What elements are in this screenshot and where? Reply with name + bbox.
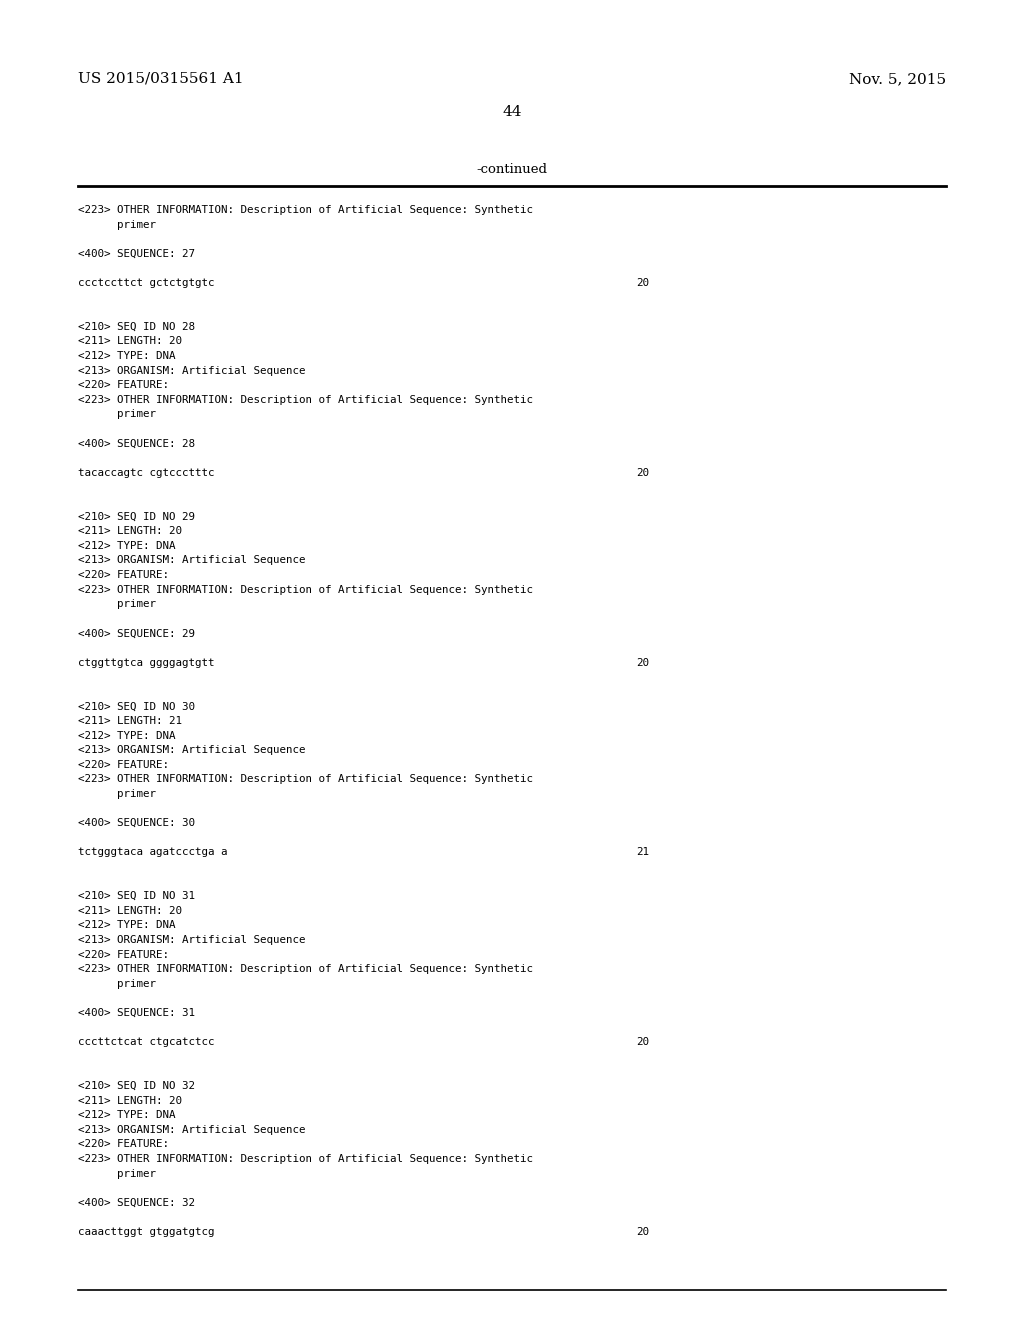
Text: tctgggtaca agatccctga a: tctgggtaca agatccctga a bbox=[78, 847, 227, 858]
Text: US 2015/0315561 A1: US 2015/0315561 A1 bbox=[78, 73, 244, 86]
Text: <211> LENGTH: 20: <211> LENGTH: 20 bbox=[78, 527, 182, 536]
Text: 20: 20 bbox=[636, 467, 649, 478]
Text: <220> FEATURE:: <220> FEATURE: bbox=[78, 380, 169, 391]
Text: <213> ORGANISM: Artificial Sequence: <213> ORGANISM: Artificial Sequence bbox=[78, 935, 305, 945]
Text: <400> SEQUENCE: 31: <400> SEQUENCE: 31 bbox=[78, 1008, 195, 1018]
Text: <400> SEQUENCE: 32: <400> SEQUENCE: 32 bbox=[78, 1197, 195, 1208]
Text: primer: primer bbox=[78, 979, 156, 989]
Text: <210> SEQ ID NO 30: <210> SEQ ID NO 30 bbox=[78, 701, 195, 711]
Text: <212> TYPE: DNA: <212> TYPE: DNA bbox=[78, 541, 175, 550]
Text: 21: 21 bbox=[636, 847, 649, 858]
Text: <223> OTHER INFORMATION: Description of Artificial Sequence: Synthetic: <223> OTHER INFORMATION: Description of … bbox=[78, 775, 534, 784]
Text: <210> SEQ ID NO 32: <210> SEQ ID NO 32 bbox=[78, 1081, 195, 1092]
Text: caaacttggt gtggatgtcg: caaacttggt gtggatgtcg bbox=[78, 1228, 214, 1237]
Text: <223> OTHER INFORMATION: Description of Artificial Sequence: Synthetic: <223> OTHER INFORMATION: Description of … bbox=[78, 964, 534, 974]
Text: <223> OTHER INFORMATION: Description of Artificial Sequence: Synthetic: <223> OTHER INFORMATION: Description of … bbox=[78, 1154, 534, 1164]
Text: <223> OTHER INFORMATION: Description of Artificial Sequence: Synthetic: <223> OTHER INFORMATION: Description of … bbox=[78, 205, 534, 215]
Text: -continued: -continued bbox=[476, 162, 548, 176]
Text: <213> ORGANISM: Artificial Sequence: <213> ORGANISM: Artificial Sequence bbox=[78, 366, 305, 376]
Text: 20: 20 bbox=[636, 1228, 649, 1237]
Text: <210> SEQ ID NO 28: <210> SEQ ID NO 28 bbox=[78, 322, 195, 331]
Text: <212> TYPE: DNA: <212> TYPE: DNA bbox=[78, 1110, 175, 1121]
Text: <211> LENGTH: 20: <211> LENGTH: 20 bbox=[78, 1096, 182, 1106]
Text: tacaccagtc cgtccctttc: tacaccagtc cgtccctttc bbox=[78, 467, 214, 478]
Text: primer: primer bbox=[78, 599, 156, 610]
Text: 44: 44 bbox=[502, 106, 522, 119]
Text: <220> FEATURE:: <220> FEATURE: bbox=[78, 760, 169, 770]
Text: <220> FEATURE:: <220> FEATURE: bbox=[78, 949, 169, 960]
Text: primer: primer bbox=[78, 409, 156, 420]
Text: <400> SEQUENCE: 27: <400> SEQUENCE: 27 bbox=[78, 248, 195, 259]
Text: 20: 20 bbox=[636, 657, 649, 668]
Text: <211> LENGTH: 20: <211> LENGTH: 20 bbox=[78, 906, 182, 916]
Text: 20: 20 bbox=[636, 279, 649, 288]
Text: <211> LENGTH: 20: <211> LENGTH: 20 bbox=[78, 337, 182, 346]
Text: <400> SEQUENCE: 28: <400> SEQUENCE: 28 bbox=[78, 438, 195, 449]
Text: 20: 20 bbox=[636, 1038, 649, 1047]
Text: <211> LENGTH: 21: <211> LENGTH: 21 bbox=[78, 715, 182, 726]
Text: primer: primer bbox=[78, 789, 156, 799]
Text: <210> SEQ ID NO 29: <210> SEQ ID NO 29 bbox=[78, 512, 195, 521]
Text: Nov. 5, 2015: Nov. 5, 2015 bbox=[849, 73, 946, 86]
Text: <223> OTHER INFORMATION: Description of Artificial Sequence: Synthetic: <223> OTHER INFORMATION: Description of … bbox=[78, 395, 534, 405]
Text: <212> TYPE: DNA: <212> TYPE: DNA bbox=[78, 351, 175, 360]
Text: <213> ORGANISM: Artificial Sequence: <213> ORGANISM: Artificial Sequence bbox=[78, 556, 305, 565]
Text: <400> SEQUENCE: 30: <400> SEQUENCE: 30 bbox=[78, 818, 195, 828]
Text: ccctccttct gctctgtgtc: ccctccttct gctctgtgtc bbox=[78, 279, 214, 288]
Text: <213> ORGANISM: Artificial Sequence: <213> ORGANISM: Artificial Sequence bbox=[78, 1125, 305, 1135]
Text: <213> ORGANISM: Artificial Sequence: <213> ORGANISM: Artificial Sequence bbox=[78, 746, 305, 755]
Text: <400> SEQUENCE: 29: <400> SEQUENCE: 29 bbox=[78, 628, 195, 639]
Text: primer: primer bbox=[78, 1168, 156, 1179]
Text: <223> OTHER INFORMATION: Description of Artificial Sequence: Synthetic: <223> OTHER INFORMATION: Description of … bbox=[78, 585, 534, 594]
Text: <220> FEATURE:: <220> FEATURE: bbox=[78, 1139, 169, 1150]
Text: cccttctcat ctgcatctcc: cccttctcat ctgcatctcc bbox=[78, 1038, 214, 1047]
Text: <210> SEQ ID NO 31: <210> SEQ ID NO 31 bbox=[78, 891, 195, 902]
Text: <212> TYPE: DNA: <212> TYPE: DNA bbox=[78, 730, 175, 741]
Text: primer: primer bbox=[78, 219, 156, 230]
Text: <212> TYPE: DNA: <212> TYPE: DNA bbox=[78, 920, 175, 931]
Text: ctggttgtca ggggagtgtt: ctggttgtca ggggagtgtt bbox=[78, 657, 214, 668]
Text: <220> FEATURE:: <220> FEATURE: bbox=[78, 570, 169, 579]
